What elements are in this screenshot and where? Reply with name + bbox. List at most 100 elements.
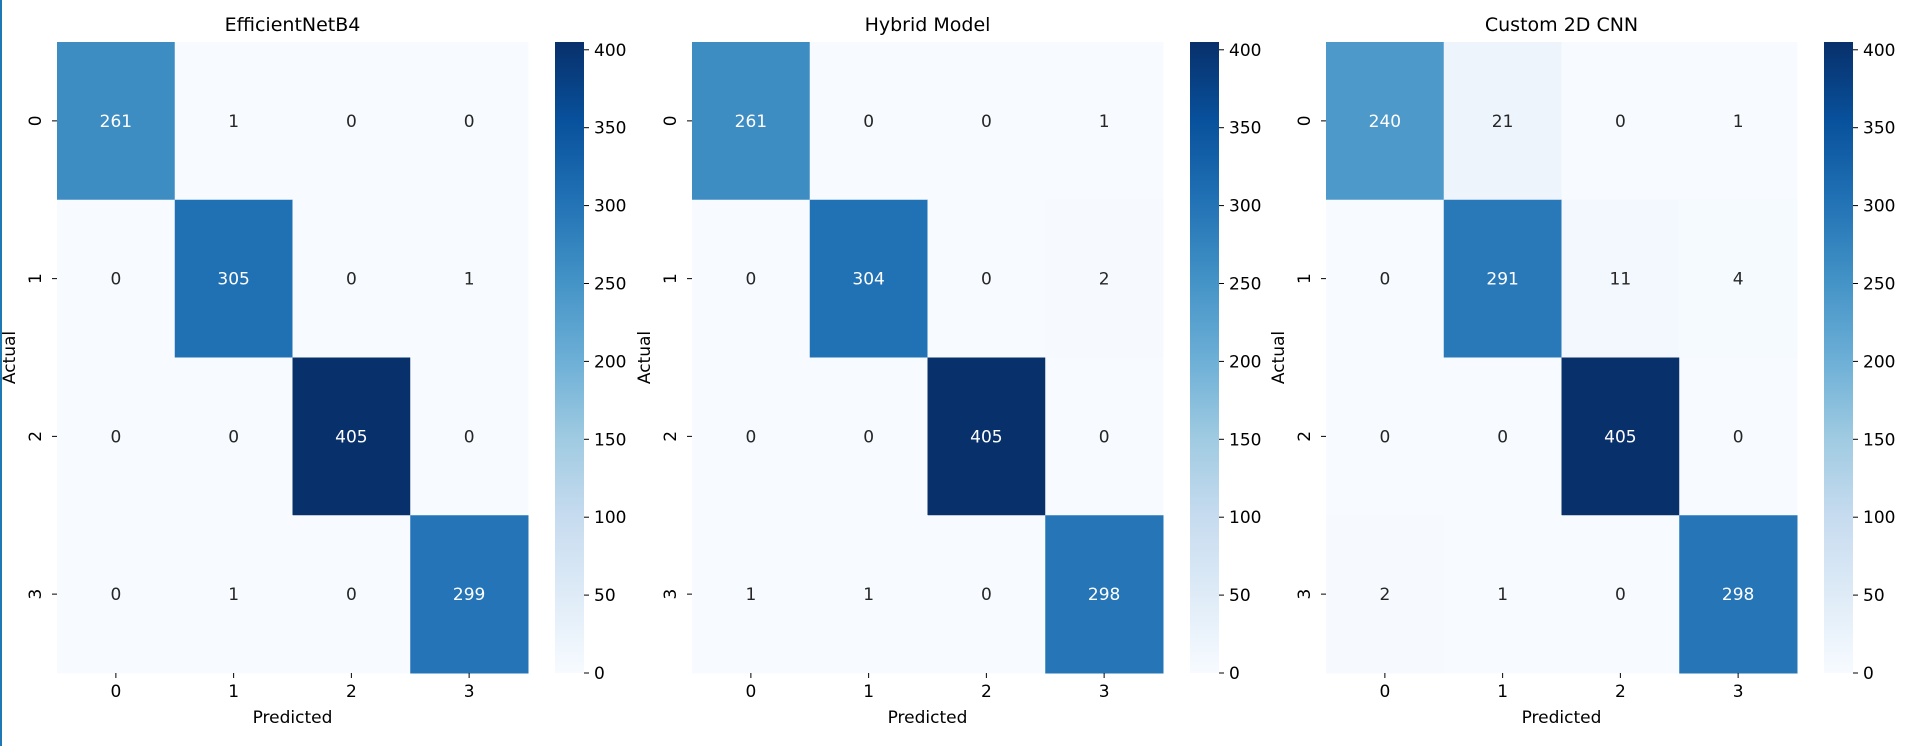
cell-value-label: 405 bbox=[970, 427, 1002, 447]
x-tick-label: 2 bbox=[981, 682, 992, 702]
y-tick-label: 3 bbox=[661, 589, 681, 600]
heatmap-cell bbox=[1045, 199, 1164, 358]
heatmap-cell bbox=[292, 199, 411, 358]
panel-title: EfficientNetB4 bbox=[225, 14, 361, 36]
heatmap-cell bbox=[57, 199, 176, 358]
cell-value-label: 1 bbox=[863, 585, 874, 605]
heatmap-cell bbox=[692, 357, 811, 516]
y-tick-label: 0 bbox=[26, 115, 46, 126]
x-tick-label: 3 bbox=[464, 682, 475, 702]
heatmap-cell bbox=[1561, 199, 1680, 358]
y-tick-label: 1 bbox=[1295, 273, 1315, 284]
colorbar-tick-label: 250 bbox=[594, 274, 626, 294]
cell-value-label: 2 bbox=[1379, 585, 1390, 605]
heatmap-cell bbox=[1326, 42, 1445, 201]
colorbar bbox=[1824, 42, 1853, 673]
heatmap-cell bbox=[927, 357, 1046, 516]
heatmap-cell bbox=[57, 357, 176, 516]
x-tick-label: 0 bbox=[1379, 682, 1390, 702]
heatmap-cell bbox=[1045, 515, 1164, 674]
cell-value-label: 1 bbox=[228, 112, 239, 132]
cell-value-label: 304 bbox=[852, 270, 884, 290]
cell-value-label: 0 bbox=[1615, 585, 1626, 605]
cell-value-label: 1 bbox=[464, 270, 475, 290]
cell-value-label: 261 bbox=[735, 112, 767, 132]
colorbar-tick-label: 50 bbox=[1863, 586, 1885, 606]
cell-value-label: 0 bbox=[745, 270, 756, 290]
cell-value-label: 0 bbox=[464, 112, 475, 132]
heatmap-cell bbox=[927, 515, 1046, 674]
x-axis-label: Predicted bbox=[888, 708, 968, 728]
heatmap-cell bbox=[809, 42, 928, 201]
cell-value-label: 298 bbox=[1722, 585, 1754, 605]
cell-value-label: 0 bbox=[1733, 427, 1744, 447]
colorbar-tick-label: 100 bbox=[594, 508, 626, 528]
colorbar-tick-label: 50 bbox=[594, 586, 616, 606]
heatmap-cell bbox=[1679, 199, 1798, 358]
heatmap-cell bbox=[927, 199, 1046, 358]
heatmap-cell bbox=[1045, 357, 1164, 516]
x-tick-label: 2 bbox=[1615, 682, 1626, 702]
y-tick-label: 1 bbox=[661, 273, 681, 284]
cell-value-label: 1 bbox=[745, 585, 756, 605]
x-tick-label: 0 bbox=[745, 682, 756, 702]
heatmap-cell bbox=[292, 515, 411, 674]
colorbar-tick-label: 150 bbox=[594, 430, 626, 450]
cell-value-label: 0 bbox=[346, 112, 357, 132]
heatmap-cell bbox=[1443, 199, 1562, 358]
heatmap-cell bbox=[809, 199, 928, 358]
y-axis-label: Actual bbox=[635, 331, 655, 384]
cell-value-label: 0 bbox=[228, 427, 239, 447]
y-tick-label: 1 bbox=[26, 273, 46, 284]
cell-value-label: 0 bbox=[110, 270, 121, 290]
x-tick-label: 1 bbox=[1497, 682, 1508, 702]
heatmap-cell bbox=[1561, 42, 1680, 201]
colorbar-tick-label: 300 bbox=[1863, 197, 1895, 217]
colorbar-tick-label: 400 bbox=[594, 41, 626, 61]
y-tick-label: 3 bbox=[26, 589, 46, 600]
cell-value-label: 2 bbox=[1099, 270, 1110, 290]
cell-value-label: 4 bbox=[1733, 270, 1744, 290]
colorbar-tick-label: 350 bbox=[1863, 119, 1895, 139]
cell-value-label: 0 bbox=[1099, 427, 1110, 447]
cell-value-label: 0 bbox=[110, 585, 121, 605]
left-edge-line bbox=[0, 0, 2, 746]
colorbar-tick-label: 100 bbox=[1863, 508, 1895, 528]
cell-value-label: 0 bbox=[346, 585, 357, 605]
cell-value-label: 305 bbox=[217, 270, 249, 290]
cell-value-label: 0 bbox=[863, 427, 874, 447]
y-tick-label: 2 bbox=[1295, 431, 1315, 442]
colorbar-tick-label: 0 bbox=[1863, 664, 1874, 684]
heatmap-cell bbox=[692, 515, 811, 674]
cell-value-label: 0 bbox=[346, 270, 357, 290]
cell-value-label: 0 bbox=[1379, 427, 1390, 447]
heatmap-cell bbox=[410, 357, 529, 516]
cell-value-label: 405 bbox=[335, 427, 367, 447]
colorbar-tick-label: 150 bbox=[1229, 430, 1261, 450]
heatmap-cell bbox=[927, 42, 1046, 201]
x-tick-label: 3 bbox=[1733, 682, 1744, 702]
cell-value-label: 0 bbox=[863, 112, 874, 132]
cell-value-label: 0 bbox=[1615, 112, 1626, 132]
x-tick-label: 0 bbox=[110, 682, 121, 702]
panel-title: Custom 2D CNN bbox=[1485, 14, 1638, 36]
colorbar bbox=[1190, 42, 1219, 673]
y-tick-label: 0 bbox=[661, 115, 681, 126]
heatmap-cell bbox=[692, 199, 811, 358]
heatmap-cell bbox=[1679, 515, 1798, 674]
heatmap-cell bbox=[174, 357, 293, 516]
y-tick-label: 0 bbox=[1295, 115, 1315, 126]
heatmap-cell bbox=[1326, 515, 1445, 674]
colorbar-tick-label: 250 bbox=[1863, 274, 1895, 294]
colorbar-tick-label: 400 bbox=[1863, 41, 1895, 61]
cell-value-label: 0 bbox=[1379, 270, 1390, 290]
heatmap-cell bbox=[57, 515, 176, 674]
x-tick-label: 3 bbox=[1099, 682, 1110, 702]
cell-value-label: 1 bbox=[1733, 112, 1744, 132]
colorbar-tick-label: 0 bbox=[1229, 664, 1240, 684]
y-tick-label: 3 bbox=[1295, 589, 1315, 600]
